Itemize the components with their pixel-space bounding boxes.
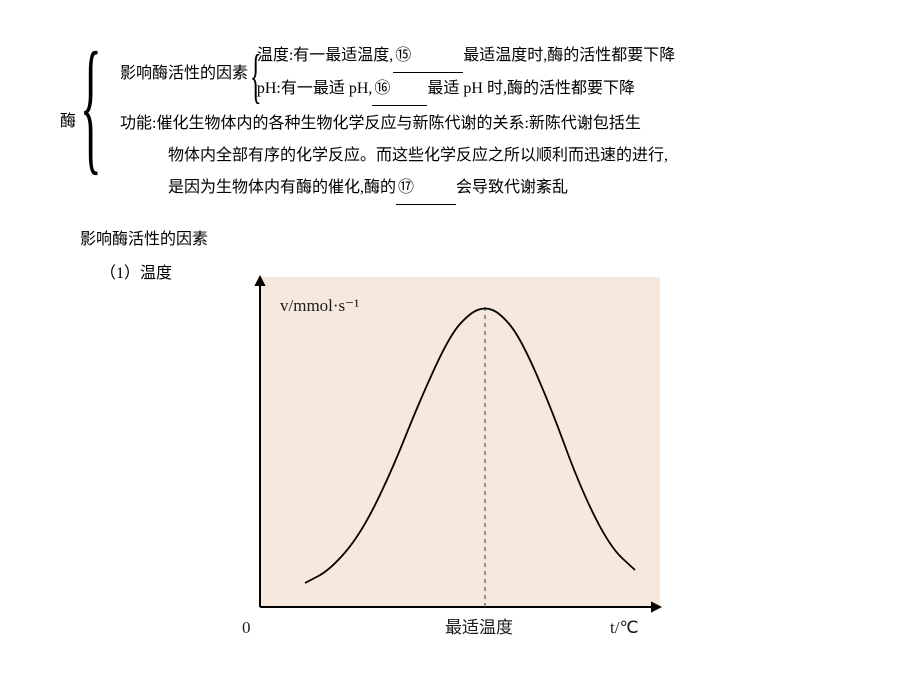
section-title: 影响酶活性的因素 xyxy=(80,225,880,249)
svg-text:0: 0 xyxy=(242,618,251,637)
func-line2: 物体内全部有序的化学反应。而这些化学反应之所以顺利而迅速的进行, xyxy=(168,140,880,172)
function-block: 功能:催化生物体内的各种生物化学反应与新陈代谢的关系:新陈代谢包括生 物体内全部… xyxy=(120,108,880,205)
outline-block: 酶 { 影响酶活性的因素 { 温度:有一最适温度,⑮ 最适温度时,酶的活性都要下降… xyxy=(40,40,880,205)
outline-content: 影响酶活性的因素 { 温度:有一最适温度,⑮ 最适温度时,酶的活性都要下降 pH:… xyxy=(120,40,880,205)
ph-line: pH:有一最适 pH,⑯ 最适 pH 时,酶的活性都要下降 xyxy=(257,73,675,106)
factors-label: 影响酶活性的因素 xyxy=(120,56,248,91)
enzyme-root-label: 酶 xyxy=(60,104,76,139)
ph-pre: pH:有一最适 pH, xyxy=(257,80,373,97)
func-line3-pre: 是因为生物体内有酶的催化,酶的 xyxy=(168,179,396,196)
temp-line: 温度:有一最适温度,⑮ 最适温度时,酶的活性都要下降 xyxy=(257,40,675,73)
small-brace: { xyxy=(250,46,262,106)
svg-text:v/mmol·s⁻¹: v/mmol·s⁻¹ xyxy=(280,296,359,315)
temp-post: 最适温度时,酶的活性都要下降 xyxy=(463,47,675,64)
enzyme-temperature-chart: v/mmol·s⁻¹ 0 最适温度 t/℃ xyxy=(230,265,670,650)
factors-row: 影响酶活性的因素 { 温度:有一最适温度,⑮ 最适温度时,酶的活性都要下降 pH:… xyxy=(120,40,880,106)
big-brace: { xyxy=(80,30,102,180)
blank-15: ⑮ xyxy=(393,40,463,73)
svg-text:t/℃: t/℃ xyxy=(610,618,639,637)
func-line1: 功能:催化生物体内的各种生物化学反应与新陈代谢的关系:新陈代谢包括生 xyxy=(120,108,880,140)
func-line3-post: 会导致代谢紊乱 xyxy=(456,179,568,196)
temp-pre: 温度:有一最适温度, xyxy=(257,47,393,64)
circled-16: ⑯ xyxy=(374,80,390,97)
blank-16: ⑯ xyxy=(372,73,427,106)
circled-15: ⑮ xyxy=(395,47,411,64)
chart-svg: v/mmol·s⁻¹ 0 最适温度 t/℃ xyxy=(230,265,670,645)
circled-17: ⑰ xyxy=(398,179,414,196)
svg-text:最适温度: 最适温度 xyxy=(445,618,513,637)
factors-items: 温度:有一最适温度,⑮ 最适温度时,酶的活性都要下降 pH:有一最适 pH,⑯ 最适… xyxy=(257,40,675,106)
ph-post: 最适 pH 时,酶的活性都要下降 xyxy=(427,80,635,97)
blank-17: ⑰ xyxy=(396,172,456,205)
func-line3: 是因为生物体内有酶的催化,酶的⑰ 会导致代谢紊乱 xyxy=(168,172,880,205)
